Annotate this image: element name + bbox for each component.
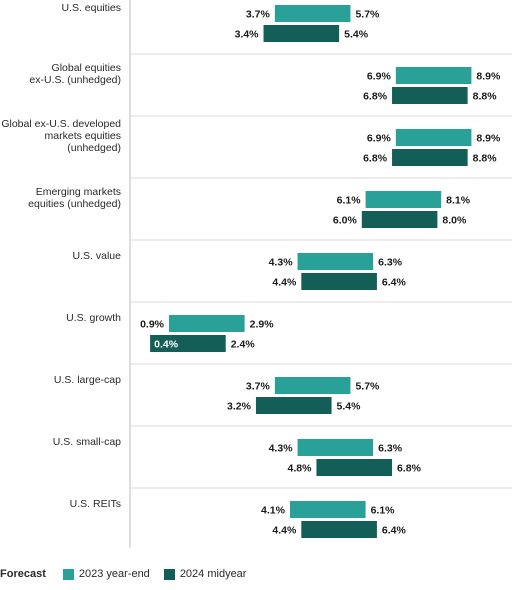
bar-2023-year-end <box>297 253 374 270</box>
value-label-high: 6.3% <box>378 443 403 455</box>
value-label-low: 3.2% <box>227 401 252 413</box>
bar-2024-midyear <box>316 459 393 476</box>
bar-2024-midyear <box>255 397 332 414</box>
category-label: Global equities <box>52 62 121 74</box>
value-label-low: 4.3% <box>269 443 294 455</box>
value-label-high: 2.9% <box>250 319 275 331</box>
value-label-low: 6.9% <box>367 71 392 83</box>
bar-2023-year-end <box>395 129 472 146</box>
bar-2024-midyear <box>392 87 468 104</box>
bar-2024-midyear <box>301 273 377 290</box>
legend-swatch-2023 <box>62 568 74 580</box>
legend-label-2023: 2023 year-end <box>78 568 150 580</box>
category-label: (unhedged) <box>67 142 121 154</box>
bar-2023-year-end <box>297 439 374 456</box>
category-label: markets equities <box>45 130 121 142</box>
value-label-high: 8.1% <box>446 195 471 207</box>
gridlines <box>129 0 512 548</box>
value-label-low: 4.3% <box>269 257 294 269</box>
bar-2024-midyear <box>263 25 340 42</box>
bar-2024-midyear <box>150 335 226 352</box>
value-label-low: 6.8% <box>363 91 388 103</box>
value-label-high: 6.4% <box>382 277 407 289</box>
value-label-high: 5.7% <box>355 381 380 393</box>
value-label-low: 4.4% <box>272 277 297 289</box>
legend-label-2024: 2024 midyear <box>179 568 247 580</box>
value-label-high: 6.3% <box>378 257 403 269</box>
value-label-high: 5.7% <box>355 9 380 21</box>
value-label-high: 8.0% <box>442 215 467 227</box>
category-label: U.S. value <box>73 250 122 262</box>
bar-2023-year-end <box>274 5 351 22</box>
value-label-low: 6.8% <box>363 153 388 165</box>
value-label-low: 3.7% <box>246 381 271 393</box>
legend-title: Forecast <box>0 568 46 580</box>
legend: Forecast 2023 year-end 2024 midyear <box>0 566 260 582</box>
range-bars <box>150 5 472 538</box>
category-label: equities (unhedged) <box>28 198 121 210</box>
value-label-high: 6.4% <box>382 525 407 537</box>
legend-item-2023: 2023 year-end <box>62 568 150 580</box>
bar-2024-midyear <box>392 149 468 166</box>
bar-2023-year-end <box>274 377 351 394</box>
category-label: Global ex-U.S. developed <box>1 118 121 130</box>
bar-2023-year-end <box>289 501 366 518</box>
bar-2023-year-end <box>395 67 472 84</box>
value-label-high: 8.9% <box>476 133 501 145</box>
category-label: U.S. REITs <box>70 498 121 510</box>
bar-2024-midyear <box>361 211 438 228</box>
legend-swatch-2024 <box>163 568 175 580</box>
legend-item-2024: 2024 midyear <box>163 568 247 580</box>
value-label-high: 8.8% <box>473 91 498 103</box>
bar-2023-year-end <box>365 191 442 208</box>
value-label-low: 4.4% <box>272 525 297 537</box>
value-label-low: 3.7% <box>246 9 271 21</box>
value-label-high: 8.9% <box>476 71 501 83</box>
bar-2024-midyear <box>301 521 377 538</box>
value-label-high: 6.1% <box>371 505 396 517</box>
value-label-low: 6.1% <box>337 195 362 207</box>
category-label: U.S. growth <box>66 312 121 324</box>
value-label-high: 5.4% <box>337 401 362 413</box>
value-label-low: 4.1% <box>261 505 286 517</box>
value-label-high: 5.4% <box>344 29 369 41</box>
category-label: U.S. small-cap <box>53 436 121 448</box>
category-label: U.S. equities <box>61 2 121 14</box>
bar-2023-year-end <box>169 315 245 332</box>
value-label-high: 2.4% <box>231 339 256 351</box>
value-labels: 3.7% 5.7% 3.4% 5.4% 6.9% 8.9% 6.8% 8.8% 6.9% 8.9%… <box>140 9 501 537</box>
value-label-low: 4.8% <box>288 463 313 475</box>
category-label: ex-U.S. (unhedged) <box>29 74 121 86</box>
value-label-high: 6.8% <box>397 463 422 475</box>
category-label: U.S. large-cap <box>54 374 121 386</box>
value-label-high: 8.8% <box>473 153 498 165</box>
value-label-low: 6.0% <box>333 215 358 227</box>
value-label-low: 6.9% <box>367 133 392 145</box>
value-label-low: 0.4% <box>154 339 179 351</box>
value-label-low: 3.4% <box>235 29 260 41</box>
value-label-low: 0.9% <box>140 319 165 331</box>
category-label: Emerging markets <box>36 186 121 198</box>
